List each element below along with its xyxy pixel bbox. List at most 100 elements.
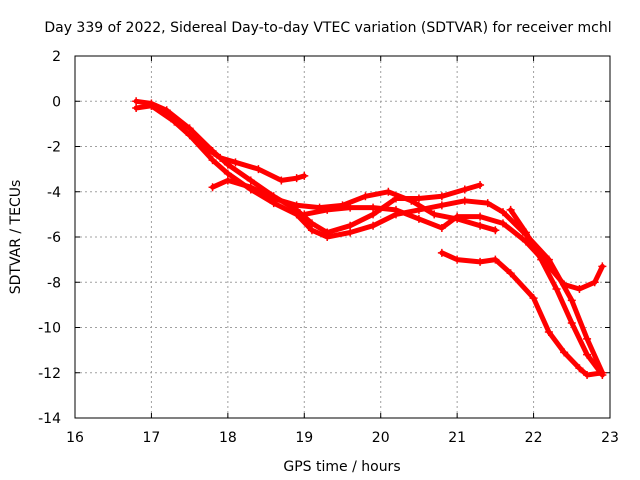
data-point xyxy=(231,158,240,167)
x-tick-label: 22 xyxy=(525,430,543,446)
series-track-6 xyxy=(437,248,607,380)
data-point xyxy=(560,348,569,357)
data-point xyxy=(476,257,485,266)
x-tick-label: 17 xyxy=(143,430,161,446)
data-point xyxy=(369,210,378,219)
data-point xyxy=(491,255,500,264)
data-point xyxy=(216,153,225,162)
data-point xyxy=(384,187,393,196)
data-point xyxy=(567,296,576,305)
y-tick-label: -8 xyxy=(47,275,61,291)
data-point xyxy=(544,255,553,264)
data-point xyxy=(292,201,301,210)
y-tick-label: -12 xyxy=(38,366,61,382)
y-tick-label: -2 xyxy=(47,140,61,156)
data-point xyxy=(552,285,561,294)
data-point xyxy=(407,196,416,205)
series-line xyxy=(301,205,605,292)
data-point xyxy=(537,255,546,264)
data-point xyxy=(185,124,194,133)
x-tick-label: 19 xyxy=(295,430,313,446)
data-point xyxy=(300,210,309,219)
data-point xyxy=(583,350,592,359)
data-point xyxy=(460,185,469,194)
data-point xyxy=(460,196,469,205)
data-point xyxy=(483,199,492,208)
data-point xyxy=(300,171,309,180)
series-track-7 xyxy=(506,205,607,380)
data-point xyxy=(132,97,141,106)
data-point xyxy=(583,334,592,343)
data-point xyxy=(499,219,507,228)
series-track-5 xyxy=(300,203,607,294)
data-point xyxy=(437,248,446,257)
data-point xyxy=(292,174,301,183)
data-point xyxy=(323,233,332,241)
data-point xyxy=(437,223,446,232)
data-point xyxy=(246,176,255,185)
data-point xyxy=(506,205,515,214)
y-tick-label: 0 xyxy=(52,94,61,110)
data-point xyxy=(307,226,316,235)
data-point xyxy=(499,208,507,217)
x-axis-label: GPS time / hours xyxy=(283,459,400,475)
x-tick-label: 16 xyxy=(66,430,84,446)
data-point xyxy=(254,165,263,174)
data-point xyxy=(476,221,485,230)
y-tick-label: -10 xyxy=(38,321,61,337)
data-point xyxy=(223,169,232,178)
y-tick-label: -4 xyxy=(47,185,61,201)
data-point xyxy=(575,285,584,294)
data-point xyxy=(560,280,569,289)
data-point xyxy=(583,371,592,380)
data-point xyxy=(369,221,378,230)
data-point xyxy=(575,364,584,373)
y-tick-label: -14 xyxy=(38,411,61,427)
data-point xyxy=(521,228,530,237)
data-point xyxy=(246,183,255,192)
series-track-3 xyxy=(147,101,309,185)
data-point xyxy=(277,176,286,185)
data-point xyxy=(208,183,217,192)
data-point xyxy=(567,318,576,327)
data-point xyxy=(491,226,500,235)
y-tick-label: 2 xyxy=(52,49,61,65)
data-point xyxy=(453,255,462,264)
data-series xyxy=(132,97,607,380)
data-point xyxy=(346,203,355,212)
grid xyxy=(75,56,610,418)
y-tick-label: -6 xyxy=(47,230,61,246)
data-point xyxy=(414,214,423,223)
data-point xyxy=(292,210,301,219)
data-point xyxy=(590,278,599,287)
data-point xyxy=(346,228,355,237)
x-tick-label: 20 xyxy=(372,430,390,446)
data-point xyxy=(529,294,538,303)
data-point xyxy=(147,101,156,110)
data-point xyxy=(476,180,485,189)
data-point xyxy=(430,210,439,219)
data-point xyxy=(346,221,355,230)
data-point xyxy=(506,269,515,278)
data-point xyxy=(437,192,446,201)
data-point xyxy=(132,104,141,113)
data-point xyxy=(453,212,462,221)
data-point xyxy=(598,262,607,271)
data-point xyxy=(392,205,400,214)
data-point xyxy=(544,328,553,337)
data-point xyxy=(269,194,278,203)
data-point xyxy=(170,117,179,126)
x-tick-label: 23 xyxy=(601,430,619,446)
data-point xyxy=(369,203,378,212)
data-point xyxy=(437,201,446,210)
data-point xyxy=(414,194,423,203)
data-point xyxy=(361,192,370,201)
x-tick-label: 21 xyxy=(448,430,466,446)
data-point xyxy=(208,156,217,165)
data-point xyxy=(323,205,332,214)
data-point xyxy=(193,137,202,146)
x-tick-label: 18 xyxy=(219,430,237,446)
data-point xyxy=(598,371,607,380)
